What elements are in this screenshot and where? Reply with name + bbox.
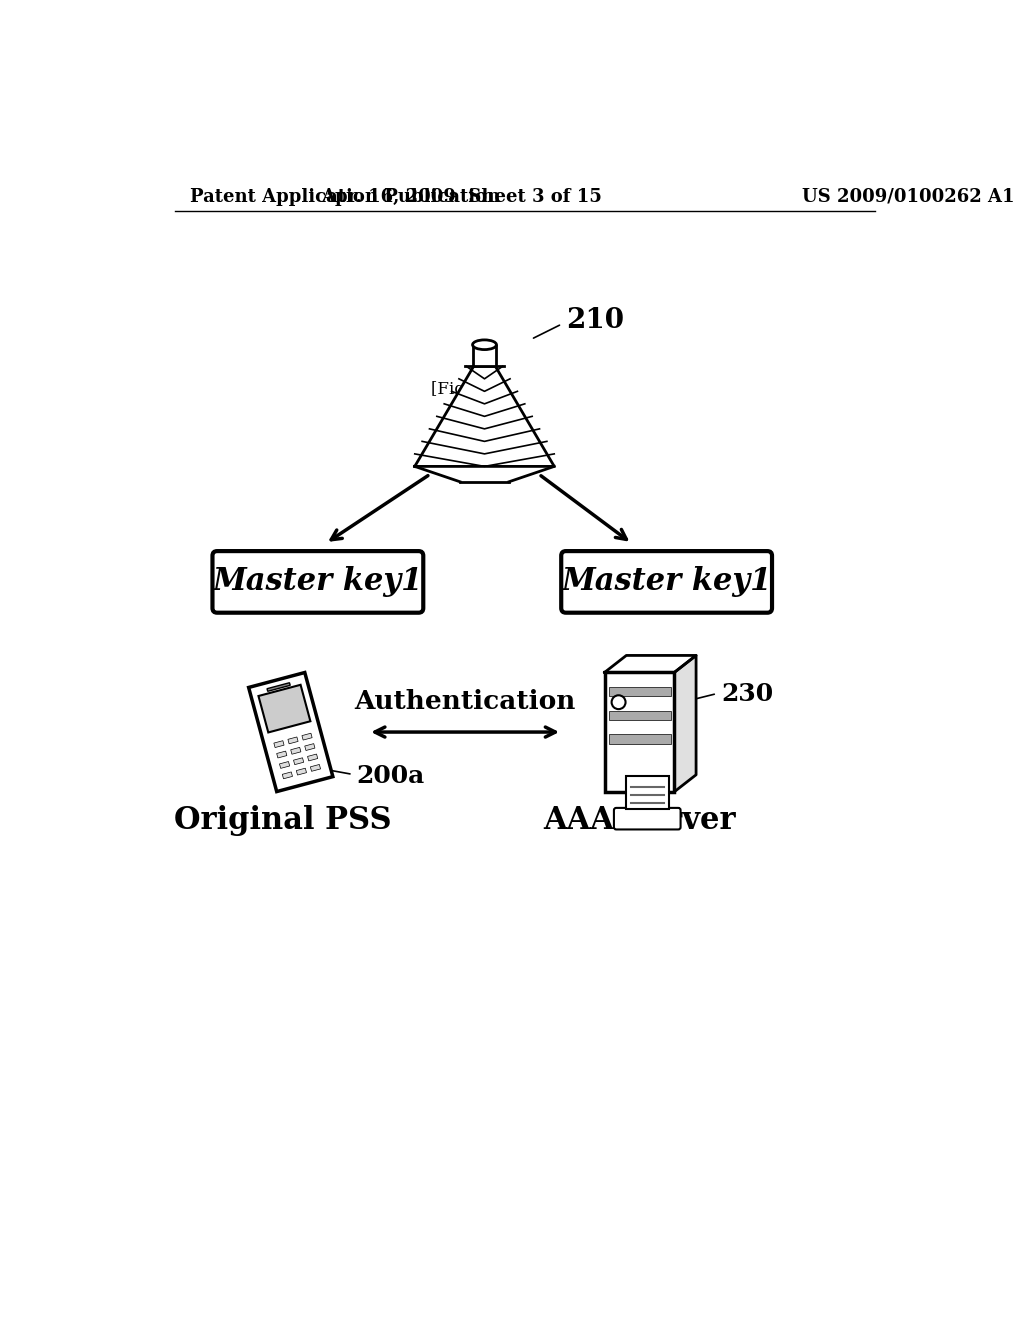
Bar	[626, 776, 669, 809]
Text: Original PSS: Original PSS	[174, 805, 392, 836]
Bar	[267, 682, 290, 692]
Text: 210: 210	[566, 306, 624, 334]
Polygon shape	[604, 656, 696, 672]
Bar	[307, 754, 317, 760]
Text: AAA Server: AAA Server	[543, 805, 736, 836]
Bar	[276, 751, 287, 758]
Bar	[294, 758, 304, 764]
Text: Master key1: Master key1	[561, 566, 772, 598]
Bar	[310, 764, 321, 771]
Text: Apr. 16, 2009  Sheet 3 of 15: Apr. 16, 2009 Sheet 3 of 15	[321, 187, 602, 206]
Bar	[608, 734, 671, 744]
Bar	[291, 747, 301, 754]
Bar	[249, 672, 333, 792]
FancyBboxPatch shape	[212, 552, 423, 612]
FancyBboxPatch shape	[614, 808, 681, 829]
Bar	[302, 733, 312, 741]
Text: Patent Application Publication: Patent Application Publication	[190, 187, 501, 206]
Bar	[280, 762, 290, 768]
Text: Master key1: Master key1	[213, 566, 423, 598]
Bar	[608, 686, 671, 696]
Bar	[283, 772, 293, 779]
Text: US 2009/0100262 A1: US 2009/0100262 A1	[802, 187, 1015, 206]
Bar	[604, 672, 675, 792]
Bar	[305, 743, 315, 751]
Text: 200a: 200a	[356, 764, 425, 788]
FancyBboxPatch shape	[561, 552, 772, 612]
Circle shape	[611, 696, 626, 709]
Bar	[296, 768, 306, 775]
Bar	[288, 737, 298, 743]
Polygon shape	[472, 345, 497, 367]
Ellipse shape	[472, 339, 497, 350]
Bar	[258, 685, 310, 733]
Bar	[273, 741, 284, 747]
Polygon shape	[675, 656, 696, 792]
Bar	[608, 710, 671, 721]
Polygon shape	[415, 367, 554, 466]
Text: Authentication: Authentication	[354, 689, 575, 714]
Text: [Fig. 4]: [Fig. 4]	[430, 381, 492, 397]
Text: 230: 230	[721, 681, 773, 706]
